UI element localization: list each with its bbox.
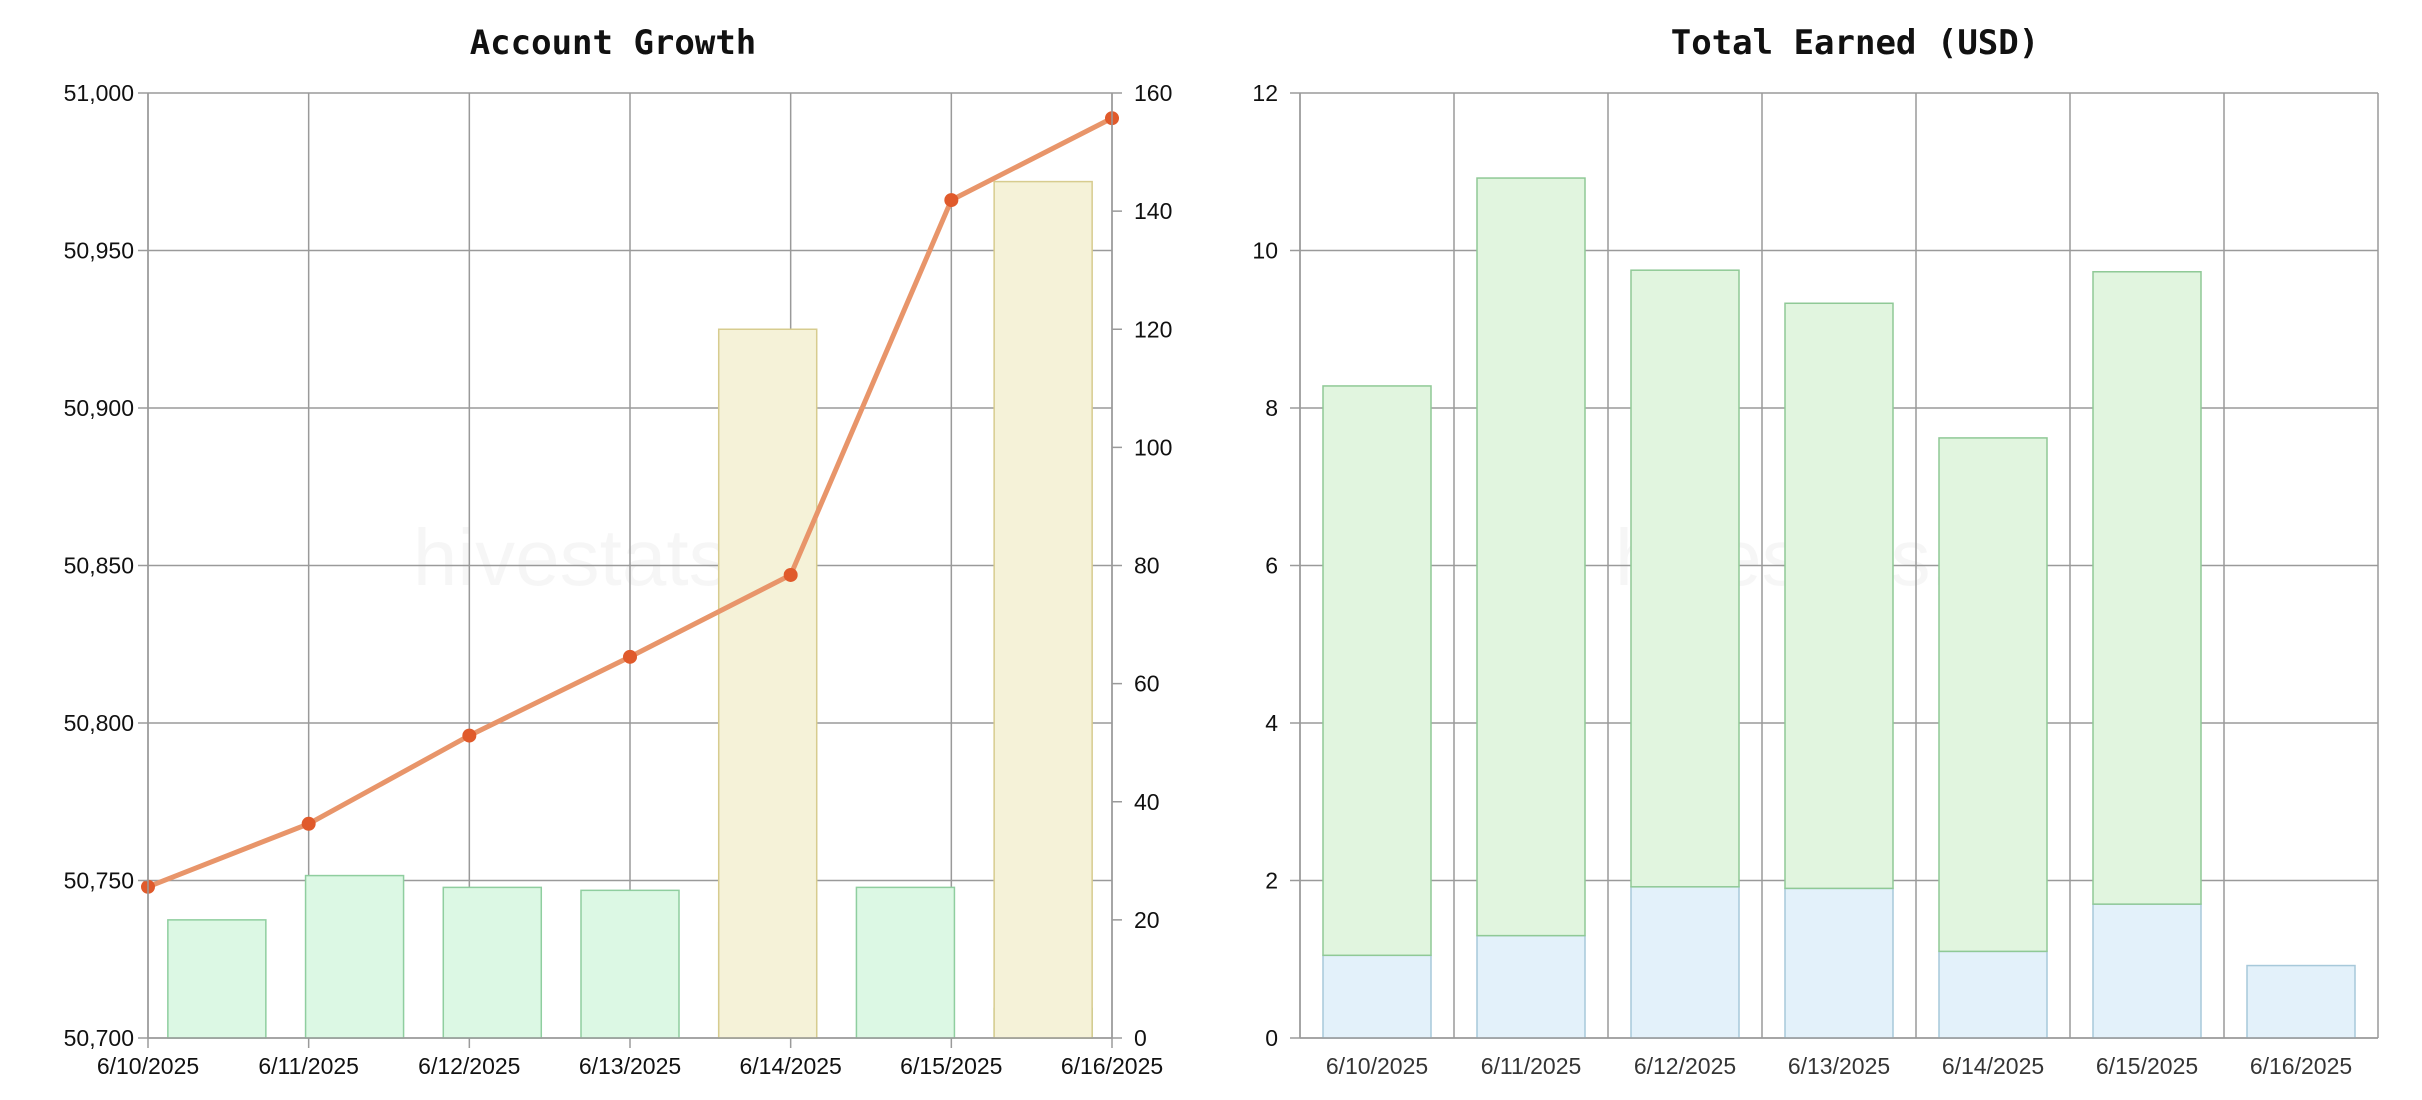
- bar: [442, 886, 543, 1039]
- y-right-tick-label: 80: [1134, 553, 1160, 579]
- bar: [1938, 950, 2048, 1039]
- y-tick-label: 12: [1252, 80, 1278, 106]
- data-point: [783, 567, 798, 582]
- y-tick-label: 4: [1265, 710, 1278, 736]
- y-right-tick-label: 120: [1134, 316, 1172, 342]
- bar: [1938, 437, 2048, 953]
- bar: [1322, 954, 1432, 1039]
- y-tick-label: 0: [1265, 1025, 1278, 1051]
- bar: [1476, 177, 1586, 937]
- bar: [1630, 269, 1740, 888]
- bar: [1476, 934, 1586, 1039]
- y-left-tick-label: 50,950: [64, 238, 134, 264]
- y-right-tick-label: 100: [1134, 434, 1172, 460]
- y-left-tick-label: 50,900: [64, 395, 134, 421]
- bar: [717, 328, 818, 1039]
- y-tick-label: 6: [1265, 553, 1278, 579]
- data-point: [301, 816, 316, 831]
- bar: [1322, 385, 1432, 957]
- y-right-tick-label: 60: [1134, 671, 1160, 697]
- data-point: [944, 193, 959, 208]
- y-left-tick-label: 50,850: [64, 553, 134, 579]
- total-earned-title: Total Earned (USD): [1671, 23, 2039, 63]
- x-tick-label: 6/16/2025: [2250, 1053, 2352, 1079]
- bar: [304, 874, 405, 1039]
- y-tick-label: 10: [1252, 238, 1278, 264]
- x-tick-label: 6/16/2025: [1061, 1053, 1163, 1079]
- x-tick-label: 6/15/2025: [900, 1053, 1002, 1079]
- bar: [2246, 964, 2356, 1039]
- bar: [580, 889, 680, 1039]
- x-tick-label: 6/11/2025: [258, 1053, 359, 1079]
- account-growth-title: Account Growth: [470, 23, 757, 63]
- x-tick-label: 6/11/2025: [1481, 1053, 1582, 1079]
- x-tick-label: 6/10/2025: [97, 1053, 199, 1079]
- data-point: [462, 728, 477, 743]
- x-tick-label: 6/14/2025: [740, 1053, 842, 1079]
- x-tick-label: 6/12/2025: [1634, 1053, 1736, 1079]
- bar: [2092, 903, 2202, 1039]
- y-left-tick-label: 50,750: [64, 868, 134, 894]
- bar: [993, 180, 1093, 1039]
- y-left-tick-label: 50,800: [64, 710, 134, 736]
- x-tick-label: 6/15/2025: [2096, 1053, 2198, 1079]
- x-tick-label: 6/10/2025: [1326, 1053, 1428, 1079]
- x-tick-label: 6/12/2025: [418, 1053, 520, 1079]
- x-tick-label: 6/14/2025: [1942, 1053, 2044, 1079]
- y-tick-label: 8: [1265, 395, 1278, 421]
- bar: [2092, 271, 2202, 905]
- y-left-tick-label: 51,000: [64, 80, 134, 106]
- bar: [167, 919, 267, 1039]
- y-right-tick-label: 40: [1134, 789, 1160, 815]
- x-tick-label: 6/13/2025: [1788, 1053, 1890, 1079]
- y-right-tick-label: 160: [1134, 80, 1172, 106]
- y-right-tick-label: 20: [1134, 907, 1160, 933]
- y-right-tick-label: 0: [1134, 1025, 1147, 1051]
- y-left-tick-label: 50,700: [64, 1025, 134, 1051]
- bar: [1784, 302, 1894, 890]
- bar: [1784, 887, 1894, 1039]
- x-tick-label: 6/13/2025: [579, 1053, 681, 1079]
- total-earned-chart: Total Earned (USD) hivestats.io 02468101…: [1252, 23, 2379, 1079]
- account-growth-chart: Account Growth hivestats.io 50,70050,750…: [64, 23, 1173, 1079]
- data-point: [623, 649, 637, 664]
- bar: [1630, 886, 1740, 1039]
- bar: [855, 886, 956, 1039]
- y-tick-label: 2: [1265, 868, 1278, 894]
- y-right-tick-label: 140: [1134, 198, 1172, 224]
